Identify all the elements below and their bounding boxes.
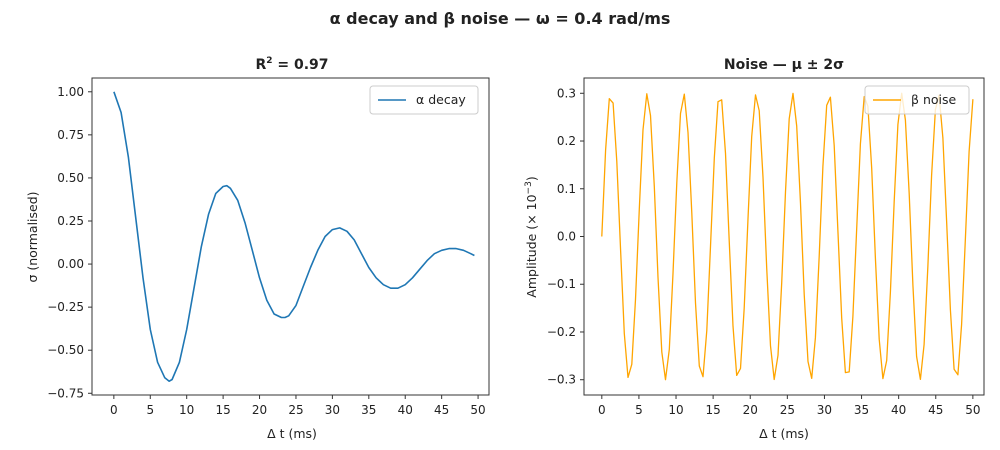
left-chart-ytick-label: −0.50: [47, 343, 84, 357]
left-chart-title-superscript: 2: [266, 56, 272, 66]
figure-title: α decay and β noise — ω = 0.4 rad/ms: [330, 9, 671, 28]
right-chart-ytick-label: −0.3: [547, 373, 576, 387]
left-chart: R2 = 0.97 Δ t (ms) σ (normalised) 0 5 10 15…: [25, 56, 490, 441]
right-chart-ytick-label: 0.2: [557, 134, 576, 148]
right-chart: Noise — μ ± 2σ Δ t (ms) Amplitude (× 10−…: [524, 57, 985, 441]
right-chart-ylabel: Amplitude (× 10−3): [524, 176, 539, 297]
right-chart-xtick-label: 50: [965, 403, 980, 417]
left-chart-series-line: [113, 91, 475, 383]
left-chart-title: R2 = 0.97: [255, 56, 328, 73]
right-chart-xtick-label: 40: [891, 403, 906, 417]
right-chart-xtick-label: 15: [705, 403, 720, 417]
right-chart-xtick-label: 0: [598, 403, 606, 417]
right-chart-ylabel-end: ): [524, 176, 539, 181]
left-chart-legend: α decay: [369, 85, 479, 115]
left-chart-ytick-label: 0.50: [57, 171, 84, 185]
left-chart-ytick-label: 0.00: [57, 257, 84, 271]
left-chart-xtick-label: 20: [252, 403, 267, 417]
left-chart-xtick-label: 30: [325, 403, 340, 417]
right-chart-xtick-label: 35: [854, 403, 869, 417]
right-chart-ytick-label: −0.2: [547, 325, 576, 339]
left-chart-ytick-label: 1.00: [57, 85, 84, 99]
right-chart-xtick-label: 25: [780, 403, 795, 417]
right-chart-xlabel: Δ t (ms): [759, 426, 809, 441]
right-chart-legend-label: β noise: [911, 92, 957, 107]
left-chart-title-main: R: [255, 57, 266, 73]
left-chart-xtick-label: 5: [146, 403, 154, 417]
left-chart-xtick-label: 50: [470, 403, 485, 417]
left-chart-ytick-label: −0.75: [47, 386, 84, 400]
right-chart-ylabel-superscript: −3: [524, 181, 534, 194]
left-chart-frame: [91, 77, 490, 396]
left-chart-xtick-label: 45: [434, 403, 449, 417]
left-chart-legend-box: [369, 85, 479, 115]
left-chart-xtick-label: 0: [110, 403, 118, 417]
left-chart-ytick-label: 0.25: [57, 214, 84, 228]
right-chart-ytick-label: 0.0: [557, 230, 576, 244]
left-chart-legend-label: α decay: [416, 92, 466, 107]
right-chart-title: Noise — μ ± 2σ: [724, 57, 844, 73]
right-chart-xtick-label: 5: [635, 403, 643, 417]
right-chart-ytick-label: 0.1: [557, 182, 576, 196]
left-chart-ylabel: σ (normalised): [25, 191, 40, 282]
right-chart-ytick-label: 0.3: [557, 86, 576, 100]
left-chart-title-rest: = 0.97: [273, 57, 329, 73]
right-chart-legend-box: [864, 85, 970, 115]
left-chart-xtick-label: 40: [398, 403, 413, 417]
left-chart-ytick-label: −0.25: [47, 300, 84, 314]
left-chart-xtick-label: 15: [215, 403, 230, 417]
left-chart-xtick-label: 25: [288, 403, 303, 417]
right-chart-frame: [583, 77, 985, 396]
left-chart-ytick-label: 0.75: [57, 128, 84, 142]
right-chart-xtick-label: 30: [817, 403, 832, 417]
right-chart-xtick-label: 10: [668, 403, 683, 417]
right-chart-ytick-label: −0.1: [547, 277, 576, 291]
left-chart-xtick-label: 35: [361, 403, 376, 417]
right-chart-xtick-label: 20: [743, 403, 758, 417]
left-chart-xtick-label: 10: [179, 403, 194, 417]
right-chart-series-line: [601, 92, 974, 381]
right-chart-legend: β noise: [864, 85, 970, 115]
right-chart-xtick-label: 45: [928, 403, 943, 417]
left-chart-xlabel: Δ t (ms): [267, 426, 317, 441]
right-chart-ylabel-main: Amplitude (× 10: [524, 194, 539, 297]
